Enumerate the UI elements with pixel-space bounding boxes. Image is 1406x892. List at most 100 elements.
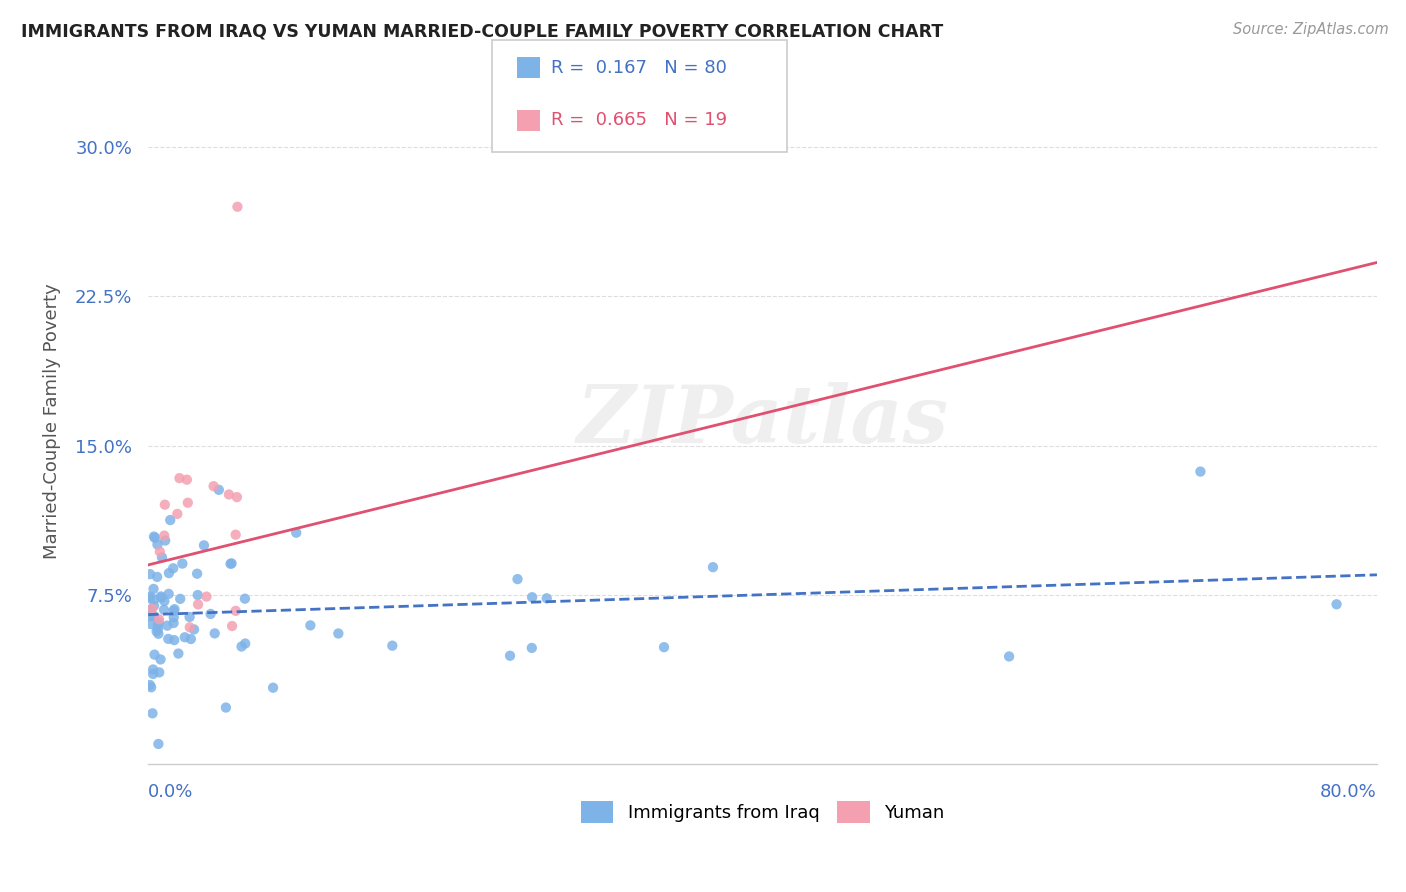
Point — [146, 618, 169, 632]
Point — [146, 570, 169, 584]
Point — [139, 678, 162, 692]
Text: R =  0.167   N = 80: R = 0.167 N = 80 — [551, 59, 727, 77]
Point — [226, 200, 249, 214]
Point — [156, 618, 179, 632]
Point — [652, 640, 675, 655]
Point — [146, 622, 169, 636]
Point — [221, 619, 243, 633]
Point — [225, 527, 247, 541]
Point — [162, 615, 184, 630]
Point — [141, 681, 163, 695]
Point — [169, 471, 191, 485]
Point — [139, 590, 162, 604]
Point — [148, 737, 170, 751]
Point — [157, 632, 180, 646]
Point — [167, 647, 190, 661]
Point — [179, 620, 201, 634]
Point — [187, 598, 209, 612]
Point — [139, 591, 162, 606]
Text: 80.0%: 80.0% — [1320, 783, 1376, 801]
Point — [141, 706, 163, 721]
Y-axis label: Married-Couple Family Poverty: Married-Couple Family Poverty — [44, 283, 60, 558]
Point — [141, 601, 163, 615]
Point — [139, 617, 162, 632]
Point — [150, 550, 173, 565]
Text: 0.0%: 0.0% — [149, 783, 194, 801]
Point — [150, 591, 173, 605]
Point — [153, 594, 176, 608]
Point — [536, 591, 558, 606]
Point — [215, 700, 238, 714]
Point — [139, 609, 162, 624]
Point — [218, 487, 240, 501]
Point — [202, 479, 225, 493]
Point — [142, 609, 165, 624]
Point — [166, 507, 188, 521]
Point — [163, 602, 186, 616]
Point — [226, 490, 249, 504]
Point — [187, 588, 209, 602]
Point — [195, 590, 218, 604]
Point — [163, 633, 186, 648]
Point — [1189, 465, 1212, 479]
Point — [149, 544, 172, 558]
Legend: Immigrants from Iraq, Yuman: Immigrants from Iraq, Yuman — [581, 801, 945, 823]
Point — [176, 473, 198, 487]
Point — [148, 665, 170, 680]
Point — [143, 592, 166, 607]
Point — [148, 615, 170, 630]
Point — [180, 632, 202, 646]
Point — [141, 607, 163, 622]
Point — [219, 557, 242, 571]
Point — [157, 587, 180, 601]
Point — [173, 630, 195, 644]
Point — [225, 604, 247, 618]
Point — [231, 640, 253, 654]
Point — [499, 648, 522, 663]
Point — [998, 649, 1021, 664]
Point — [208, 483, 231, 497]
Point — [186, 566, 208, 581]
Point — [520, 591, 543, 605]
Point — [145, 624, 167, 639]
Point — [200, 607, 222, 621]
Point — [204, 626, 226, 640]
Text: ZIPatlas: ZIPatlas — [576, 382, 949, 459]
Point — [177, 496, 200, 510]
Text: Source: ZipAtlas.com: Source: ZipAtlas.com — [1233, 22, 1389, 37]
Point — [193, 538, 215, 552]
Point — [149, 590, 172, 604]
Point — [506, 572, 529, 586]
Point — [520, 640, 543, 655]
Point — [183, 623, 205, 637]
Point — [381, 639, 404, 653]
Point — [142, 530, 165, 544]
Point — [702, 560, 724, 574]
Point — [153, 533, 176, 548]
Point — [146, 537, 169, 551]
Point — [153, 498, 176, 512]
Point — [163, 610, 186, 624]
Point — [285, 525, 308, 540]
Point — [179, 610, 201, 624]
Point — [233, 591, 256, 606]
Point — [221, 557, 243, 571]
Point — [159, 513, 181, 527]
Point — [233, 636, 256, 650]
Point — [143, 648, 166, 662]
Point — [157, 566, 180, 580]
Point — [169, 591, 191, 606]
Point — [162, 561, 184, 575]
Text: R =  0.665   N = 19: R = 0.665 N = 19 — [551, 112, 727, 129]
Point — [139, 603, 162, 617]
Point — [149, 652, 172, 666]
Point — [153, 528, 176, 542]
Point — [299, 618, 322, 632]
Text: IMMIGRANTS FROM IRAQ VS YUMAN MARRIED-COUPLE FAMILY POVERTY CORRELATION CHART: IMMIGRANTS FROM IRAQ VS YUMAN MARRIED-CO… — [21, 22, 943, 40]
Point — [139, 567, 162, 582]
Point — [143, 531, 166, 545]
Point — [142, 663, 165, 677]
Point — [262, 681, 284, 695]
Point — [153, 603, 176, 617]
Point — [148, 612, 170, 626]
